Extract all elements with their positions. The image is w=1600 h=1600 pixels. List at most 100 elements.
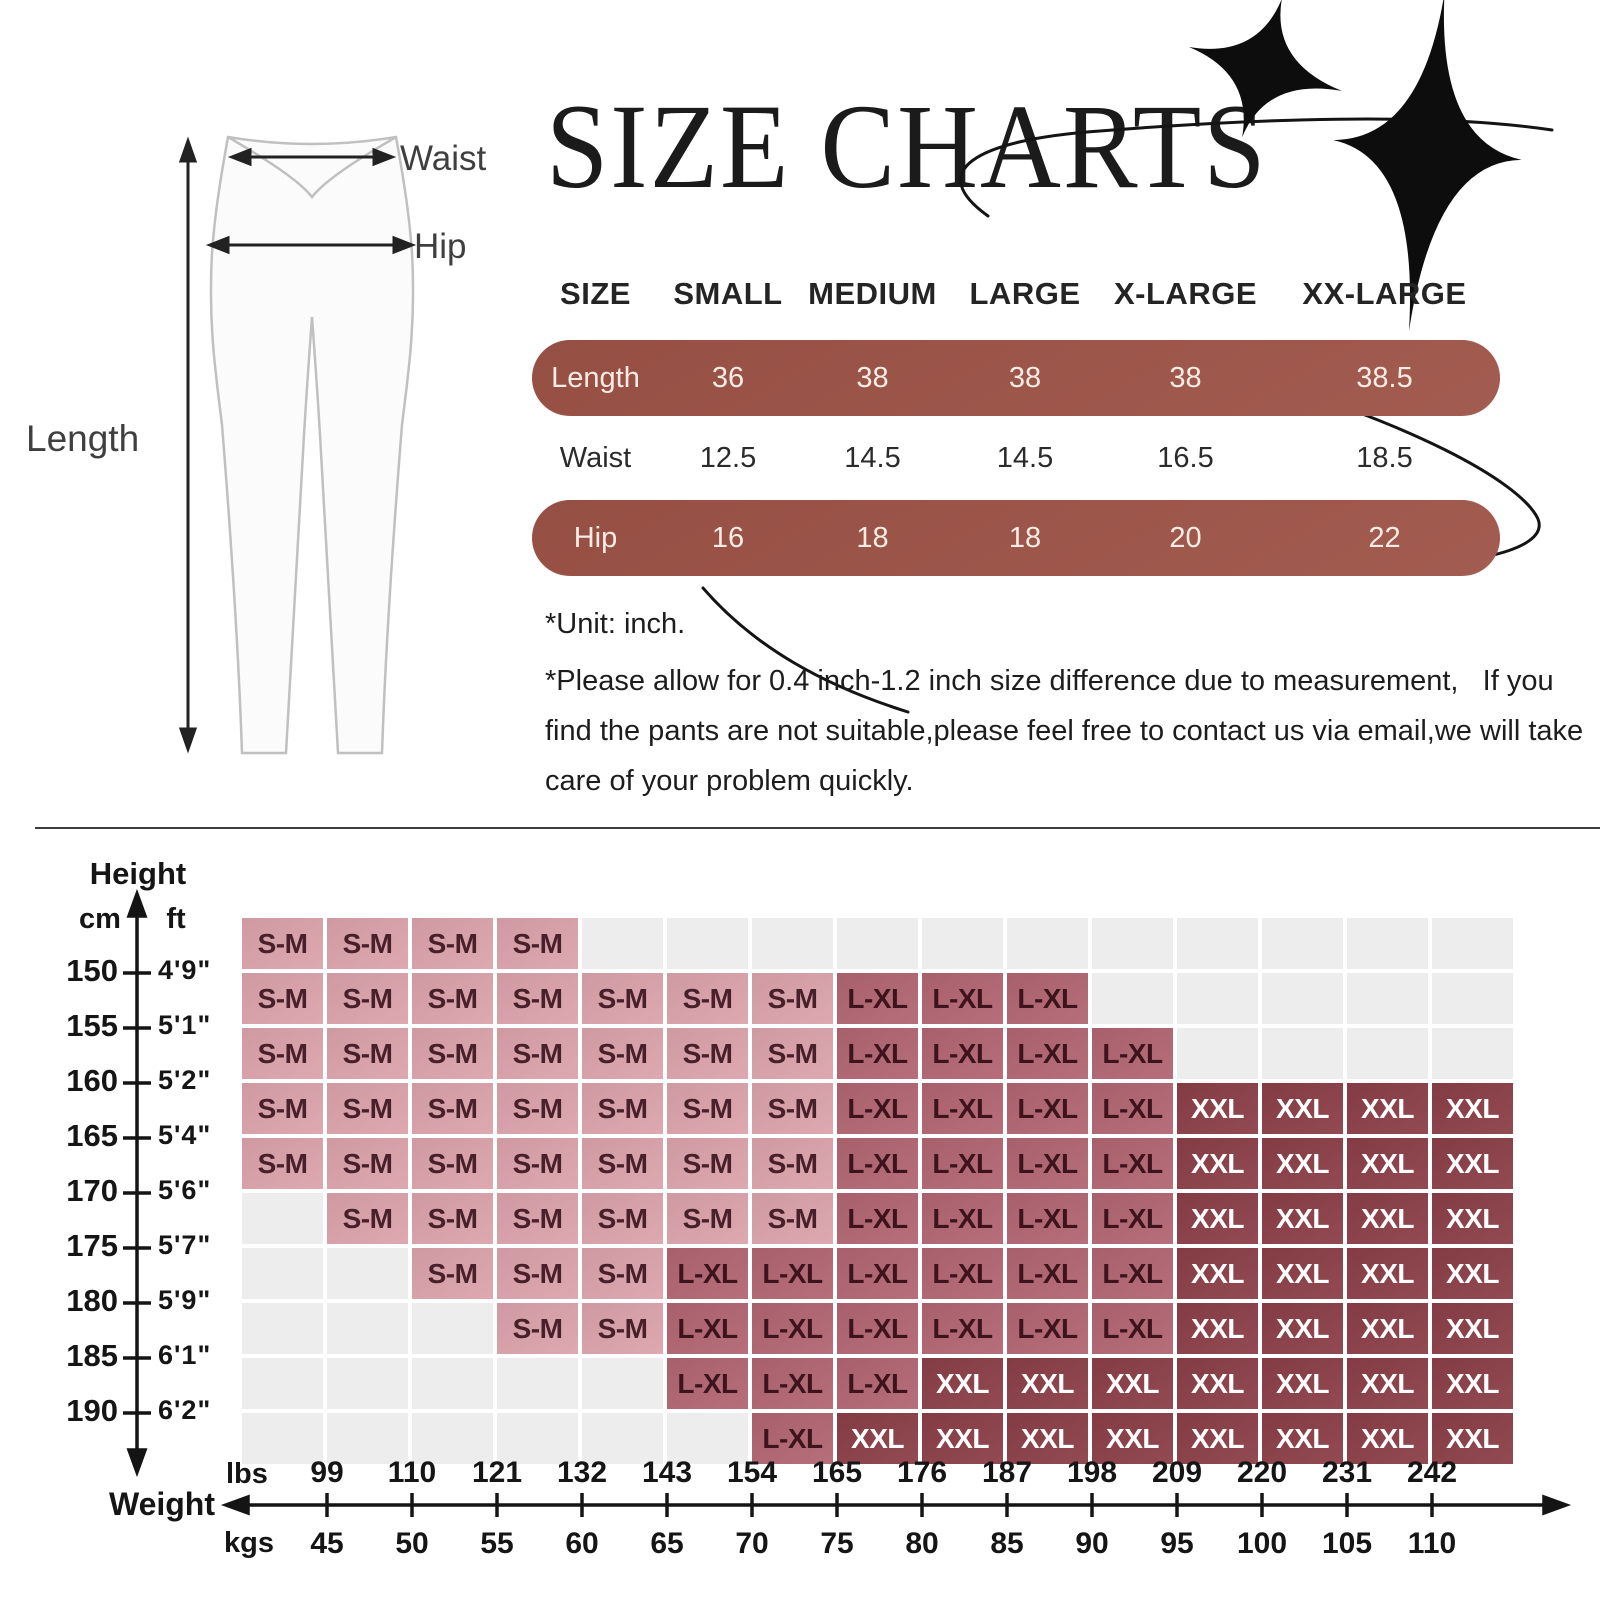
grid-cell-sm: S-M [412,1138,493,1189]
grid-cell-empty [1262,918,1343,969]
grid-cell-xxl: XXL [1092,1358,1173,1409]
height-tick-label-ft: 5'6" [158,1175,212,1205]
size-table-header: SIZE SMALL MEDIUM LARGE X-LARGE XX-LARGE [532,262,1500,326]
axis-ticks [123,971,1434,1517]
height-tick-label-cm: 190 [66,1393,118,1428]
grid-cell-sm: S-M [242,918,323,969]
page-title: SIZE CHARTS [546,80,1268,215]
weight-tick-label-lbs: 110 [387,1456,437,1489]
grid-cell-empty [1007,918,1088,969]
weight-tick-label-kgs: 110 [1407,1527,1457,1560]
grid-cell-sm: S-M [412,1083,493,1134]
weight-tick-label-lbs: 209 [1151,1456,1203,1489]
weight-tick-label-kgs: 95 [1160,1527,1194,1560]
grid-cell-sm: S-M [667,1028,748,1079]
table-cell: 36 [711,361,745,394]
height-unit-ft: ft [166,903,186,935]
hip-arrow [205,235,417,255]
table-row-label: Waist [559,441,632,474]
grid-cell-sm: S-M [412,1028,493,1079]
grid-cell-sm: S-M [327,1193,408,1244]
grid-cell-xxl: XXL [1092,1413,1173,1464]
grid-cell-sm: S-M [412,918,493,969]
grid-cell-lxl: L-XL [837,1028,918,1079]
grid-cell-xxl: XXL [1347,1413,1428,1464]
size-table-body: Length 36 38 38 38 38.5 Waist 12.5 14.5 14.5 16.5 1… [532,340,1500,576]
weight-tick-label-lbs: 187 [981,1456,1033,1489]
grid-cell-sm: S-M [497,1303,578,1354]
hip-label: Hip [414,227,467,266]
weight-tick-label-kgs: 90 [1075,1527,1109,1560]
grid-cell-lxl: L-XL [1092,1138,1173,1189]
weight-tick-label-lbs: 99 [310,1456,344,1489]
grid-cell-sm: S-M [582,1193,663,1244]
grid-cell-empty [327,1303,408,1354]
grid-cell-xxl: XXL [1347,1138,1428,1189]
leggings-outline-image [209,135,415,755]
grid-cell-sm: S-M [412,1248,493,1299]
weight-tick-label-kgs: 100 [1236,1527,1288,1560]
grid-cell-empty [922,918,1003,969]
size-heatmap-grid: S-M S-M S-M S-M S-M S-M S-M S-M S-M S-M S-M L-XL L-X… [242,918,1513,1464]
weight-axis [220,1494,1572,1516]
grid-cell-xxl: XXL [1347,1358,1428,1409]
table-cell: 16.5 [1157,441,1214,474]
height-tick-label-ft: 5'7" [158,1230,212,1260]
axes [123,888,1572,1517]
grid-cell-sm: S-M [582,1028,663,1079]
height-tick-label-cm: 150 [66,953,118,988]
grid-cell-empty [242,1303,323,1354]
grid-cell-lxl: L-XL [837,1138,918,1189]
height-unit-cm: cm [79,903,121,935]
grid-cell-empty [412,1358,493,1409]
section-divider [35,827,1600,829]
grid-cell-lxl: L-XL [1007,1138,1088,1189]
grid-cell-xxl: XXL [1262,1358,1343,1409]
weight-tick-label-kgs: 105 [1321,1527,1373,1560]
grid-cell-empty [497,1358,578,1409]
grid-cell-sm: S-M [412,1193,493,1244]
table-header-cell: MEDIUM [808,276,937,311]
grid-cell-lxl: L-XL [837,1083,918,1134]
table-header-cell: XX-LARGE [1302,276,1467,311]
measurement-note: *Please allow for 0.4 inch-1.2 inch size… [545,665,1592,797]
height-tick-label-cm: 170 [66,1173,118,1208]
table-cell: 18 [856,521,889,554]
grid-cell-empty [837,918,918,969]
grid-cell-sm: S-M [752,1193,833,1244]
height-tick-label-cm: 185 [66,1338,118,1373]
waist-arrow [227,147,397,167]
grid-cell-empty [1092,973,1173,1024]
grid-cell-xxl: XXL [1007,1413,1088,1464]
grid-cell-xxl: XXL [1177,1248,1258,1299]
weight-tick-label-lbs: 220 [1236,1456,1288,1489]
table-cell: 20 [1169,521,1202,554]
grid-cell-lxl: L-XL [752,1413,833,1464]
grid-cell-empty [1432,918,1513,969]
grid-cell-sm: S-M [582,1303,663,1354]
grid-cell-empty [412,1413,493,1464]
grid-cell-lxl: L-XL [922,1138,1003,1189]
table-cell: 38 [856,361,889,394]
weight-axis-title: Weight [108,1486,215,1522]
grid-cell-lxl: L-XL [922,1303,1003,1354]
grid-cell-lxl: L-XL [1007,973,1088,1024]
grid-cell-lxl: L-XL [1092,1028,1173,1079]
weight-tick-label-kgs: 45 [310,1527,344,1560]
grid-cell-empty [412,1303,493,1354]
height-tick-label-ft: 5'9" [158,1285,212,1315]
height-tick-label-ft: 4'9" [158,955,212,985]
grid-cell-lxl: L-XL [1007,1303,1088,1354]
grid-cell-xxl: XXL [1432,1193,1513,1244]
grid-cell-sm: S-M [667,973,748,1024]
table-header-cell: SIZE [560,276,631,311]
height-tick-label-ft: 6'1" [158,1340,212,1370]
sparkle-icon [1188,0,1522,332]
grid-cell-empty [752,918,833,969]
table-cell: 38.5 [1356,361,1413,394]
grid-cell-lxl: L-XL [922,1248,1003,1299]
grid-cell-lxl: L-XL [837,1358,918,1409]
weight-tick-label-kgs: 65 [650,1527,684,1560]
weight-tick-label-lbs: 242 [1406,1456,1458,1489]
